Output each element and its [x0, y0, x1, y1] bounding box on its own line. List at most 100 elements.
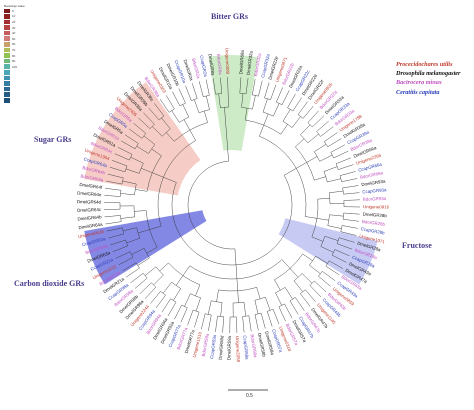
leaf-label: BdorGR32a — [253, 52, 262, 76]
leaf-label: Unigene1071 — [359, 233, 386, 244]
bootstrap-legend-row: 100 — [4, 64, 30, 70]
bootstrap-color-swatch — [4, 14, 10, 19]
leaf-label: DmelGR58b — [257, 333, 267, 358]
leaf-label: CcapGR93a — [362, 187, 387, 194]
bootstrap-level-label: 90 — [12, 59, 16, 64]
leaf-label: CcapGR58a — [242, 335, 249, 360]
bootstrap-level-label: 10 — [12, 14, 16, 19]
species-legend-item: Bactrocera minax — [396, 79, 442, 87]
bootstrap-color-swatch — [4, 75, 10, 81]
leaf-label: BdorGR28b — [362, 219, 386, 227]
bootstrap-legend-row: 40 — [4, 30, 30, 36]
bootstrap-legend-row: 70 — [4, 47, 30, 53]
leaf-label: CcapGR66a — [358, 161, 383, 172]
bootstrap-color-swatch — [4, 47, 10, 53]
bootstrap-level-label: 30 — [12, 25, 16, 30]
bootstrap-legend-row: 10 — [4, 14, 30, 20]
bootstrap-legend-row: 90 — [4, 58, 30, 64]
leaf-label: Unigene2058 — [235, 336, 241, 363]
leaf-label: Unigene1519 — [192, 331, 203, 358]
bootstrap-level-label: 100 — [12, 64, 18, 69]
bootstrap-level-label: 20 — [12, 19, 16, 24]
leaf-label: BdorGR58a — [250, 334, 259, 358]
tree-branch-lines — [104, 77, 360, 333]
leaf-label: BdorGR64a — [80, 173, 104, 182]
bootstrap-legend-row — [4, 86, 30, 92]
leaf-label: DmelGR64d — [77, 199, 102, 204]
scale-bar-label: 0.5 — [246, 393, 253, 399]
leaf-label: DmelGR22e — [267, 55, 279, 80]
leaf-label: DmelGR59a — [226, 335, 231, 360]
leaf-label: CcapGR28b — [360, 226, 385, 235]
bootstrap-legend-row: 20 — [4, 19, 30, 25]
bootstrap-color-swatch — [4, 8, 10, 14]
bootstrap-legend-row: 60 — [4, 42, 30, 48]
clade-sector-co2 — [84, 210, 207, 285]
leaf-label: DmelGR64e — [77, 190, 102, 197]
clade-sector-fructose — [278, 218, 378, 285]
leaf-label: DmelGR32a — [246, 50, 254, 75]
leaf-label: Unigene0916 — [363, 204, 390, 209]
leaf-label: DmelGR93a — [361, 178, 386, 187]
clade-label-co2: Carbon dioxide GRs — [14, 279, 85, 288]
bootstrap-level-label: 50 — [12, 36, 16, 41]
bootstrap-color-swatch — [4, 98, 10, 103]
bootstrap-color-swatch — [4, 86, 10, 92]
leaf-label: DmelGR28b — [363, 212, 388, 219]
bootstrap-color-swatch — [4, 53, 10, 58]
species-legend-item: Drosophila melanogaster — [396, 70, 461, 78]
bootstrap-color-swatch — [4, 70, 10, 75]
bootstrap-level-label: 80 — [12, 53, 16, 58]
bootstrap-legend-title: Bootstrap value — [4, 4, 25, 8]
bootstrap-legend-row: 80 — [4, 53, 30, 59]
leaf-label: Unigene0638 — [78, 229, 105, 239]
leaf-label: DmelGR58a — [264, 331, 275, 356]
leaf-label: CcapGR32a — [260, 53, 271, 78]
bootstrap-level-label: 60 — [12, 42, 16, 47]
bootstrap-color-swatch — [4, 81, 10, 86]
leaf-label: BdorGR2a — [191, 58, 201, 80]
bootstrap-legend-row — [4, 92, 30, 98]
leaf-label: CcapGR2a — [199, 55, 208, 78]
bootstrap-color-swatch — [4, 64, 10, 70]
species-legend-item: Procecidochares utilis — [396, 61, 453, 68]
clade-highlights — [84, 54, 378, 285]
clade-label-bitter: Bitter GRs — [211, 12, 248, 21]
bootstrap-level-label: 0 — [12, 8, 14, 13]
leaf-label: BdorGR64b — [82, 165, 106, 176]
clade-sector-bitter — [208, 54, 259, 151]
tree-branches — [104, 77, 360, 333]
leaf-label: DmelGR64c — [77, 207, 102, 213]
leaf-label: BdorGR8a — [216, 54, 223, 76]
leaf-label: CcapGR63a — [81, 236, 106, 247]
leaf-label: BdorGR59a — [201, 333, 210, 357]
leaf-label: DmelGR2a — [183, 59, 195, 82]
bootstrap-legend-row — [4, 75, 30, 81]
bootstrap-legend-row — [4, 98, 30, 104]
species-legend: Procecidochares utilis Drosophila melano… — [396, 60, 460, 97]
bootstrap-level-label: 70 — [12, 47, 16, 52]
leaf-label: DmelGR68a — [238, 49, 245, 74]
bootstrap-legend-row — [4, 81, 30, 87]
bootstrap-level-label: 40 — [12, 31, 16, 36]
bootstrap-color-swatch — [4, 92, 10, 97]
leaf-label: DmelGR64b — [77, 214, 102, 221]
bootstrap-legend-row: 50 — [4, 36, 30, 42]
bootstrap-color-swatch — [4, 42, 10, 47]
clade-label-fructose: Fructose — [402, 241, 432, 250]
bootstrap-legend-row: 30 — [4, 25, 30, 31]
leaf-label: BdorGR66a — [360, 170, 384, 180]
bootstrap-color-swatch — [4, 30, 10, 36]
bootstrap-color-swatch — [4, 19, 10, 25]
bootstrap-color-swatch — [4, 36, 10, 42]
bootstrap-legend-row — [4, 70, 30, 76]
leaf-label: DmelGR59d — [218, 335, 225, 360]
leaf-label: DmelGR64a — [78, 222, 103, 231]
leaf-label: CcapGR59a — [209, 334, 217, 359]
leaf-label: DmelGR8a — [207, 54, 215, 77]
bootstrap-color-swatch — [4, 58, 10, 64]
leaf-label: DmelGR64f — [79, 182, 103, 190]
leaf-label: BdorGR93a — [363, 196, 387, 202]
leaf-label: Unigene0089 — [224, 48, 230, 75]
bootstrap-legend: Bootstrap value 0 10 20 30 40 50 60 70 80 90 100 — [4, 4, 30, 103]
